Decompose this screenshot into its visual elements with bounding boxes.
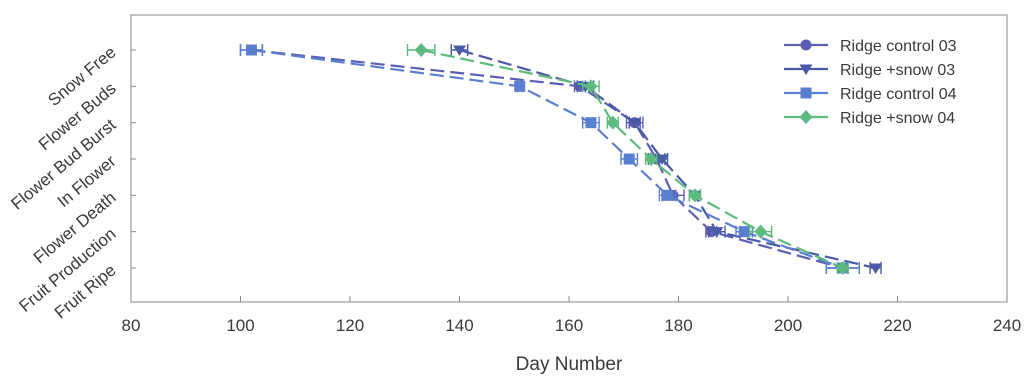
x-tick-label: 180 xyxy=(664,316,692,335)
legend-marker xyxy=(799,110,813,124)
x-tick-label: 160 xyxy=(555,316,583,335)
legend-label: Ridge control 03 xyxy=(840,38,957,55)
x-axis: 80 100 120 140 160 180 200 220 240 xyxy=(122,296,1021,335)
data-point xyxy=(644,152,658,166)
x-tick-label: 220 xyxy=(883,316,911,335)
x-tick-label: 80 xyxy=(122,316,141,335)
legend-label: Ridge control 04 xyxy=(840,86,957,103)
legend-marker xyxy=(799,64,813,75)
data-point xyxy=(514,80,526,92)
series-layer xyxy=(239,43,883,275)
legend-label: Ridge +snow 03 xyxy=(840,62,955,79)
x-tick-label: 240 xyxy=(993,316,1021,335)
legend-label: Ridge +snow 04 xyxy=(840,110,955,127)
x-axis-title: Day Number xyxy=(516,354,623,375)
data-point xyxy=(584,79,598,94)
data-point xyxy=(738,226,750,238)
x-tick-label: 200 xyxy=(774,316,802,335)
series-line xyxy=(251,48,844,270)
data-point xyxy=(453,45,466,56)
legend-marker xyxy=(800,39,812,51)
data-point xyxy=(628,118,642,129)
data-point xyxy=(623,153,635,165)
x-tick-label: 100 xyxy=(226,316,254,335)
legend-marker xyxy=(800,87,812,99)
data-point xyxy=(710,227,724,238)
plot-frame xyxy=(130,14,1008,303)
legend: Ridge control 03 Ridge +snow 03 Ridge cont… xyxy=(784,38,957,127)
x-tick-label: 120 xyxy=(336,316,364,335)
data-point xyxy=(414,43,428,57)
data-point xyxy=(606,115,620,130)
series-4 xyxy=(406,43,850,275)
x-tick-label: 140 xyxy=(445,316,473,335)
data-point xyxy=(245,44,257,56)
data-point xyxy=(585,117,597,129)
data-point xyxy=(662,189,674,201)
data-point xyxy=(869,263,883,274)
data-point xyxy=(836,261,850,275)
data-point xyxy=(754,224,768,239)
data-point xyxy=(655,154,669,165)
data-point xyxy=(688,188,702,203)
